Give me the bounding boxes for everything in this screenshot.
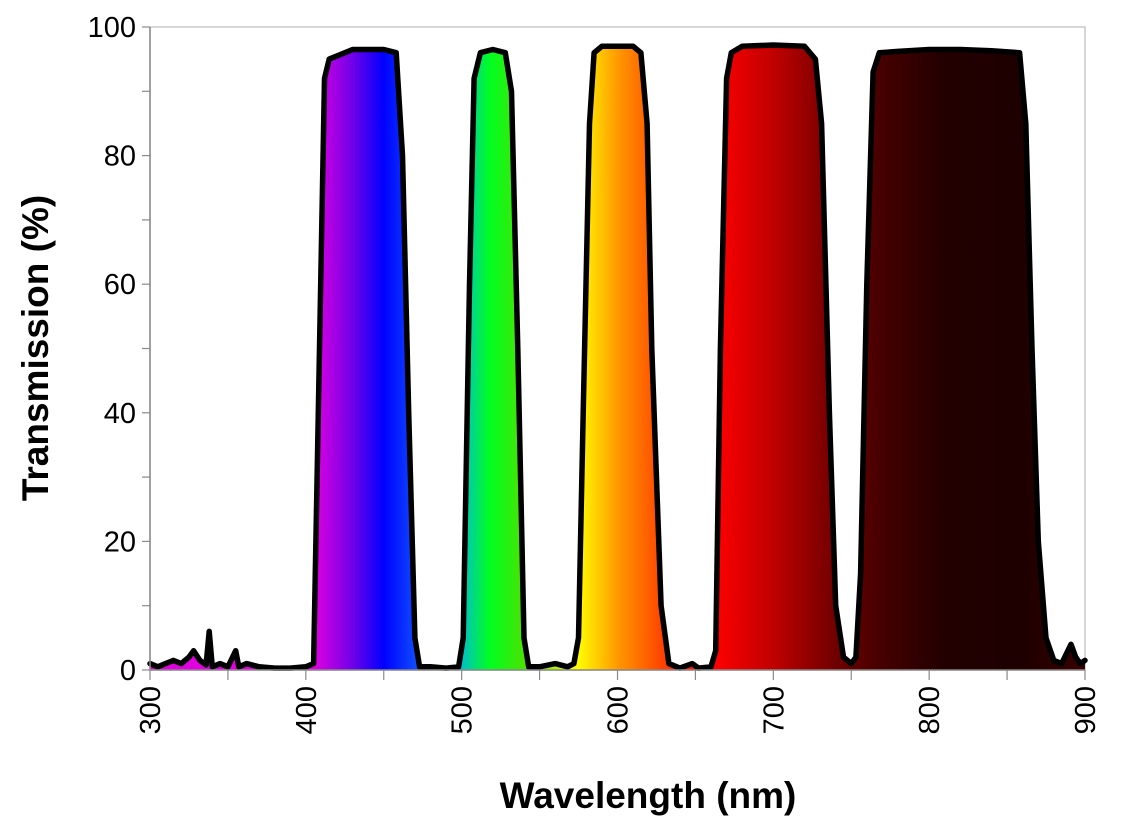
x-tick-label: 600 [603, 686, 635, 734]
y-tick-label: 0 [120, 655, 136, 687]
y-tick-label: 80 [104, 141, 136, 173]
x-tick-label: 700 [758, 686, 790, 734]
transmission-area-fill [150, 45, 1085, 670]
y-tick-label: 20 [104, 526, 136, 558]
y-tick-label: 60 [104, 269, 136, 301]
x-tick-label: 400 [291, 686, 323, 734]
x-tick-label: 500 [447, 686, 479, 734]
x-tick-label: 300 [135, 686, 167, 734]
x-axis-title: Wavelength (nm) [500, 775, 797, 816]
y-axis-title: Transmission (%) [15, 195, 56, 501]
transmission-line [147, 42, 1088, 671]
y-tick-label: 100 [88, 12, 136, 44]
y-tick-label: 40 [104, 398, 136, 430]
x-tick-label: 800 [914, 686, 946, 734]
x-tick-label: 900 [1070, 686, 1102, 734]
